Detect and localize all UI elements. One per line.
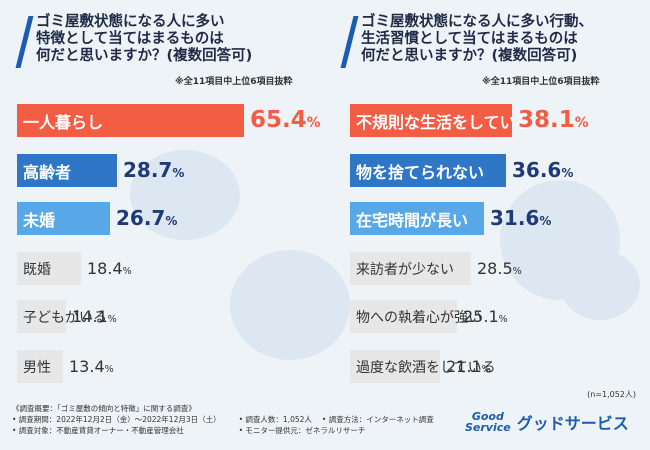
sample-size-note: (n=1,052人): [587, 390, 636, 399]
right-bar-label: 不規則な生活をしている: [356, 112, 532, 132]
right-bar-label: 物への執着心が強い: [356, 309, 482, 326]
left-bar-row: 男性 13.4%: [17, 350, 153, 383]
survey-footer: 《調査概要：「ゴミ屋敷の傾向と特徴」に関する調査》 • 調査期間：2022年12…: [12, 403, 434, 436]
right-bar-row: 物を捨てられない 36.6%: [350, 154, 596, 187]
right-bar-label: 過度な飲酒をしている: [356, 359, 496, 376]
left-value-label: 14.1%: [72, 307, 117, 326]
left-question-title: ゴミ屋敷状態になる人に多い 特徴として当てはまるものは 何だと思いますか？(複数…: [36, 14, 253, 64]
right-bar-row: 物への執着心が強い 25.1%: [350, 300, 547, 333]
left-value-label: 13.4%: [69, 357, 114, 376]
left-bar-label: 既婚: [23, 261, 51, 278]
left-bar-row: 子どもがいる 14.1%: [17, 300, 156, 333]
right-bar: 過度な飲酒をしている: [350, 350, 496, 383]
survey-people: • 調査人数：1,052人: [238, 415, 312, 424]
left-value-label: 28.7%: [123, 158, 185, 182]
left-value-label: 18.4%: [87, 259, 132, 278]
left-note: ※全11項目中上位6項目抜粋: [175, 77, 293, 87]
background-bag-shape: [130, 150, 240, 240]
left-bar-label: 子どもがいる: [23, 309, 107, 326]
left-value-label: 26.7%: [116, 206, 178, 230]
right-bar: 来訪者が少ない: [350, 252, 471, 285]
right-bar-label: 物を捨てられない: [356, 162, 485, 182]
left-bar-label: 未婚: [23, 210, 56, 230]
background-bag-shape: [560, 250, 640, 320]
right-question-title: ゴミ屋敷状態になる人に多い行動、 生活習慣として当てはまるものは 何だと思います…: [361, 14, 593, 64]
left-bar: 既婚: [17, 252, 81, 285]
right-bar: 不規則な生活をしている: [350, 104, 532, 137]
survey-target: • 調査対象：不動産賃貸オーナー・不動産管理会社: [12, 426, 184, 435]
right-bar-label: 来訪者が少ない: [356, 261, 454, 278]
right-value-label: 31.6%: [490, 206, 552, 230]
company-logo: Good Service グッドサービス: [465, 410, 629, 434]
left-bar-label: 男性: [23, 359, 51, 376]
right-bar-row: 在宅時間が長い 31.6%: [350, 202, 574, 235]
survey-method: • 調査方法：インターネット調査: [321, 415, 434, 424]
survey-period: • 調査期間：2022年12月2日（金）～2022年12月3日（土）: [12, 415, 221, 424]
left-value-label: 65.4%: [250, 107, 321, 133]
right-value-label: 25.1%: [463, 307, 508, 326]
left-bar: 高齢者: [17, 154, 117, 187]
left-bar-row: 一人暮らし 65.4%: [17, 104, 334, 137]
background-bag-shape: [230, 250, 350, 360]
right-bar: 物を捨てられない: [350, 154, 506, 187]
right-bar: 物への執着心が強い: [350, 300, 482, 333]
right-value-label: 21.1%: [446, 357, 491, 376]
right-note: ※全11項目中上位6項目抜粋: [482, 77, 600, 87]
left-bar-row: 高齢者 28.7%: [17, 154, 207, 187]
survey-provider: • モニター提供元：ゼネラルリサーチ: [238, 426, 366, 435]
left-bar: 子どもがいる: [17, 300, 107, 333]
right-bar-row: 来訪者が少ない 28.5%: [350, 252, 561, 285]
left-title-accent: [15, 16, 34, 68]
logo-name: グッドサービス: [516, 414, 629, 433]
right-value-label: 36.6%: [512, 158, 574, 182]
right-value-label: 28.5%: [477, 259, 522, 278]
left-bar: 男性: [17, 350, 63, 383]
right-bar-row: 過度な飲酒をしている 21.1%: [350, 350, 530, 383]
survey-title: 《調査概要：「ゴミ屋敷の傾向と特徴」に関する調査》: [12, 404, 196, 413]
right-bar-row: 不規則な生活をしている 38.1%: [350, 104, 602, 137]
left-bar-label: 高齢者: [23, 162, 72, 182]
left-bar: 一人暮らし: [17, 104, 244, 137]
right-bar-label: 在宅時間が長い: [356, 210, 469, 230]
logo-mark: Good Service: [465, 410, 511, 434]
right-bar: 在宅時間が長い: [350, 202, 484, 235]
left-bar-label: 一人暮らし: [23, 112, 104, 132]
right-value-label: 38.1%: [518, 107, 589, 133]
left-bar-row: 未婚 26.7%: [17, 202, 200, 235]
right-title-accent: [340, 16, 359, 68]
left-bar-row: 既婚 18.4%: [17, 252, 171, 285]
left-bar: 未婚: [17, 202, 110, 235]
